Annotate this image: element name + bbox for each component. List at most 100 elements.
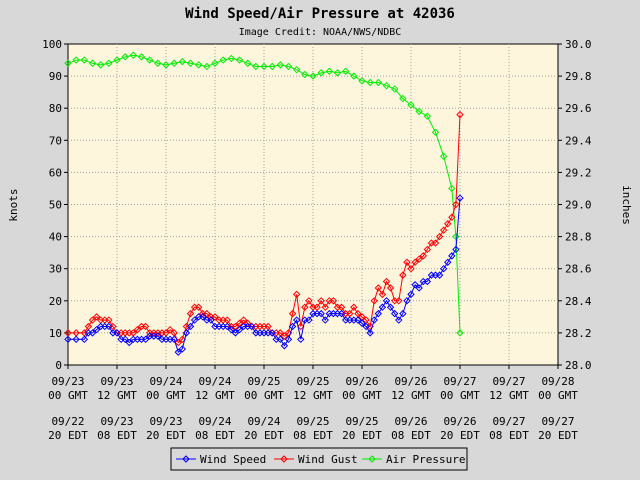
data-point <box>317 309 325 318</box>
x-tick-label-gmt-date: 09/25 <box>296 375 329 388</box>
data-point <box>456 110 464 119</box>
x-tick-label-edt-date: 09/25 <box>345 415 378 428</box>
x-tick-label-gmt-time: 12 GMT <box>97 389 137 402</box>
data-point <box>325 67 334 75</box>
data-point <box>219 56 227 64</box>
left-tick-label: 100 <box>42 38 62 51</box>
data-point <box>186 309 195 318</box>
right-tick-label: 29.6 <box>565 102 592 115</box>
data-point <box>129 51 138 59</box>
data-point <box>288 322 297 331</box>
data-point <box>178 57 187 66</box>
data-point <box>390 85 399 93</box>
data-point <box>407 290 415 299</box>
data-point <box>72 335 80 344</box>
right-tick-label: 29.4 <box>565 134 592 147</box>
data-point <box>141 335 150 344</box>
x-tick-label-gmt-date: 09/27 <box>443 375 476 388</box>
data-point <box>182 329 191 337</box>
data-point <box>174 338 182 347</box>
x-tick-label-gmt-date: 09/23 <box>100 375 133 388</box>
data-point <box>431 128 440 136</box>
data-point <box>88 329 97 337</box>
legend-label: Wind Speed <box>200 453 266 466</box>
x-tick-label-edt-time: 08 EDT <box>391 429 431 442</box>
data-point <box>88 59 97 67</box>
data-point <box>386 303 395 311</box>
x-tick-label-gmt-date: 09/24 <box>198 375 231 388</box>
right-tick-label: 28.0 <box>565 359 592 372</box>
legend: Wind Speed Wind Gust Air Pressure <box>170 447 468 471</box>
left-tick-label: 30 <box>49 263 62 276</box>
data-point <box>186 59 195 67</box>
x-tick-label-edt-date: 09/26 <box>394 415 427 428</box>
x-tick-label-gmt-time: 12 GMT <box>293 389 333 402</box>
data-point <box>374 78 383 87</box>
data-point <box>301 303 309 311</box>
x-tick-label-gmt-date: 09/24 <box>149 375 182 388</box>
data-point <box>96 61 105 69</box>
data-point <box>448 213 456 222</box>
x-tick-label-edt-date: 09/25 <box>296 415 329 428</box>
data-point <box>439 152 448 161</box>
data-point <box>395 316 403 324</box>
data-point <box>125 338 133 347</box>
data-point <box>145 56 154 64</box>
x-tick-label-gmt-date: 09/23 <box>51 375 84 388</box>
legend-label: Wind Gust <box>298 453 358 466</box>
data-point <box>415 107 423 116</box>
right-tick-label: 29.0 <box>565 199 592 212</box>
data-point <box>194 303 203 311</box>
series-air-pressure <box>64 51 464 337</box>
left-tick-label: 50 <box>49 199 62 212</box>
data-point <box>227 54 236 63</box>
right-tick-label: 28.8 <box>565 231 592 244</box>
x-tick-label-edt-date: 09/23 <box>149 415 182 428</box>
data-point <box>378 303 387 311</box>
data-point <box>419 252 427 260</box>
y-axis-label-right: inches <box>620 185 633 225</box>
data-point <box>292 290 301 299</box>
x-tick-label-edt-time: 08 EDT <box>489 429 529 442</box>
left-tick-label: 60 <box>49 166 62 179</box>
data-point <box>337 309 346 318</box>
grid <box>68 44 558 365</box>
data-point <box>370 316 378 324</box>
right-tick-label: 28.4 <box>565 295 592 308</box>
data-point <box>88 316 97 324</box>
data-point <box>141 322 150 331</box>
data-point <box>321 303 329 311</box>
data-point <box>456 329 464 337</box>
data-point <box>105 59 113 67</box>
data-point <box>178 345 187 353</box>
data-point <box>399 94 407 103</box>
data-point <box>435 271 444 279</box>
data-point <box>366 329 374 337</box>
series-wind-speed <box>64 194 464 356</box>
x-tick-label-edt-date: 09/24 <box>198 415 231 428</box>
data-point <box>207 316 215 324</box>
x-tick-label-gmt-date: 09/27 <box>492 375 525 388</box>
left-y-axis: 0 10 20 30 40 50 60 70 80 90 100 <box>42 38 68 372</box>
x-tick-label-edt-time: 20 EDT <box>244 429 284 442</box>
y-axis-label-left: knots <box>7 188 20 221</box>
data-point <box>235 56 244 64</box>
chart-subtitle: Image Credit: NOAA/NWS/NDBC <box>239 27 402 38</box>
x-tick-label-edt-time: 20 EDT <box>342 429 382 442</box>
x-tick-label-gmt-time: 00 GMT <box>146 389 186 402</box>
data-point <box>423 277 432 286</box>
data-point <box>186 322 195 331</box>
data-point <box>194 61 203 69</box>
left-tick-label: 80 <box>49 102 62 115</box>
data-point <box>72 56 80 64</box>
data-point <box>64 335 72 344</box>
legend-marker <box>182 455 190 463</box>
data-point <box>154 59 162 67</box>
x-tick-label-edt-time: 08 EDT <box>97 429 137 442</box>
data-point <box>350 303 358 311</box>
data-point <box>166 325 174 334</box>
data-point <box>231 329 240 337</box>
data-point <box>260 62 268 71</box>
